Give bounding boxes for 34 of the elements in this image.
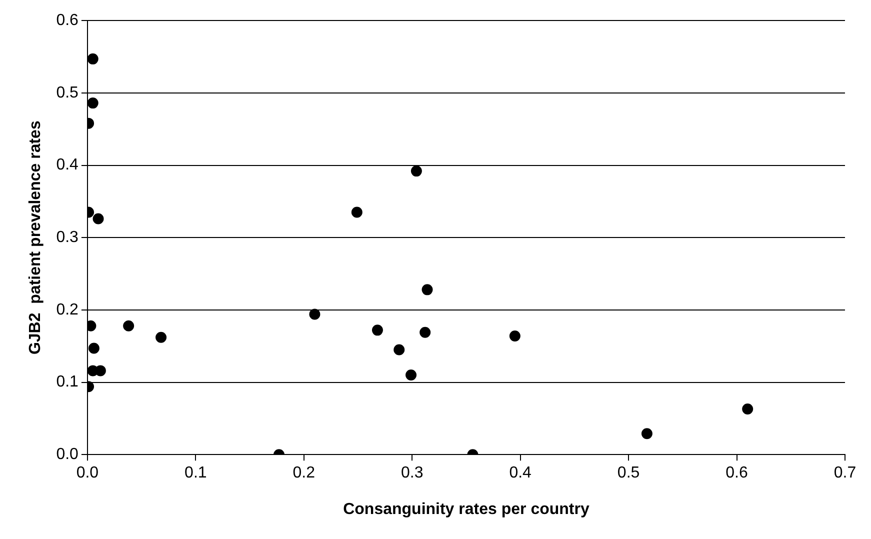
x-tick-label: 0.5 — [617, 464, 640, 482]
x-axis-title: Consanguinity rates per country — [343, 500, 590, 518]
point — [641, 428, 652, 440]
x-tick-label: 0.6 — [726, 464, 748, 482]
point — [87, 53, 98, 64]
point — [351, 206, 362, 218]
point — [88, 342, 100, 354]
x-tick-label: 0.0 — [76, 464, 99, 482]
x-tick-label: 0.4 — [509, 464, 532, 482]
y-axis-title: GJB2 patient prevalence rates — [27, 120, 44, 355]
y-tick-label: 0.0 — [56, 446, 79, 464]
point — [422, 284, 433, 296]
point — [156, 332, 167, 343]
point — [372, 324, 383, 336]
point — [509, 330, 520, 342]
y-tick-label: 0.2 — [56, 301, 79, 318]
point — [394, 344, 405, 356]
x-tick-label: 0.3 — [400, 464, 424, 482]
point — [87, 98, 98, 109]
y-tick-label: 0.3 — [56, 229, 79, 246]
y-tick-label: 0.1 — [56, 374, 79, 391]
point — [406, 370, 417, 381]
x-tick-label: 0.1 — [184, 464, 207, 482]
point — [123, 320, 134, 332]
point — [309, 308, 320, 320]
point — [410, 166, 422, 177]
point — [742, 404, 754, 415]
point — [92, 213, 104, 224]
y-tick-label: 0.6 — [56, 12, 79, 30]
x-tick-label: 0.2 — [292, 464, 316, 482]
y-tick-label: 0.5 — [56, 84, 79, 102]
point — [420, 326, 431, 338]
x-tick-label: 0.7 — [834, 464, 856, 482]
y-tick-label: 0.4 — [56, 156, 79, 174]
